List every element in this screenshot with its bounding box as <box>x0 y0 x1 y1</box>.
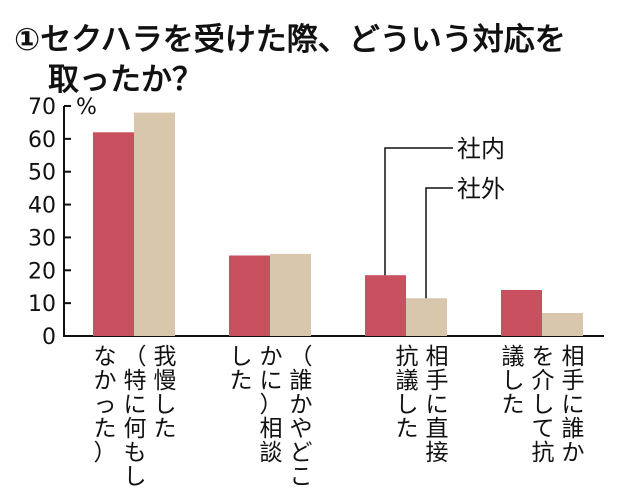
y-tick-label: 50 <box>28 161 56 186</box>
bar-shanai-3 <box>365 275 406 336</box>
y-tick-label: 40 <box>28 194 56 219</box>
y-tick-label: 20 <box>28 259 56 284</box>
bar-shagai-2 <box>270 253 311 336</box>
series-label-shagai: 社外 <box>457 175 505 203</box>
bar-shanai-2 <box>229 255 270 336</box>
category-label-text: を介して抗 <box>532 344 555 466</box>
y-tick-label: 10 <box>28 292 56 317</box>
category-label-text: 議した <box>502 344 525 418</box>
y-tick-label: 0 <box>42 325 56 350</box>
y-tick-label: 60 <box>28 128 56 153</box>
callout-line-shagai <box>425 187 453 299</box>
y-tick-label: 70 <box>28 95 56 120</box>
y-tick-label: 30 <box>28 226 56 251</box>
bar-shanai-4 <box>501 290 542 336</box>
category-label-text: なかった） <box>94 344 117 466</box>
bars-group <box>93 112 583 336</box>
chart-title-line1: ①セクハラを受けた際、どういう対応を <box>14 22 566 58</box>
y-unit-label: % <box>76 95 97 120</box>
category-label-text: かに）相談 <box>260 344 283 466</box>
bar-shagai-4 <box>542 313 583 336</box>
callout-line-shanai <box>384 147 453 276</box>
bar-shanai-1 <box>93 132 134 336</box>
category-label-text: 相手に直接 <box>426 344 449 466</box>
category-label-text: 相手に誰か <box>562 344 585 466</box>
bar-shagai-1 <box>134 112 175 336</box>
category-label-text: した <box>230 344 253 394</box>
category-label-text: （誰かやどこ <box>290 344 313 490</box>
category-label-text: 抗議した <box>396 344 419 442</box>
series-label-shanai: 社内 <box>457 135 505 163</box>
bar-shagai-3 <box>406 298 447 336</box>
chart-title-line2: 取ったか？ <box>48 62 203 98</box>
category-label-text: 我慢した <box>154 344 177 442</box>
category-label-text: （特に何もし <box>124 344 147 490</box>
